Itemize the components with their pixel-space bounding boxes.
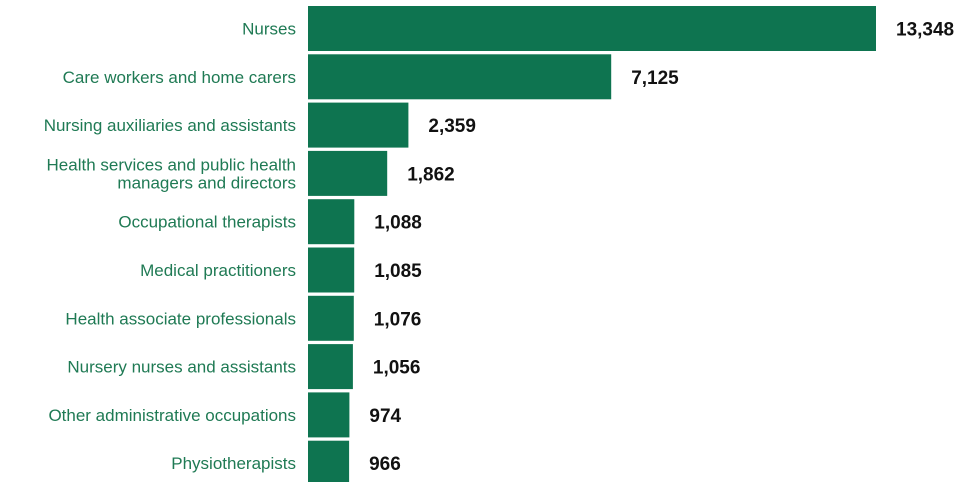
- category-label-line: Health services and public health: [47, 155, 296, 174]
- category-label: Care workers and home carers: [63, 68, 296, 87]
- category-label-line: Care workers and home carers: [63, 68, 296, 87]
- category-label: Nursing auxiliaries and assistants: [44, 116, 296, 135]
- category-label: Health services and public health manager…: [47, 155, 296, 192]
- category-label-line: Physiotherapists: [171, 454, 296, 473]
- category-label-line: Health associate professionals: [65, 309, 296, 328]
- category-label: Medical practitioners: [140, 261, 296, 280]
- category-label: Occupational therapists: [118, 213, 296, 232]
- category-label-line: Occupational therapists: [118, 213, 296, 232]
- bar-group: Physiotherapists 966: [171, 440, 401, 482]
- bar-group: Care workers and home carers 7,125: [63, 54, 679, 100]
- value-label: 1,862: [407, 164, 455, 185]
- value-label: 1,088: [374, 213, 422, 234]
- bar-group: Other administrative occupations 974: [48, 392, 402, 438]
- value-label: 966: [369, 454, 401, 475]
- value-label: 13,348: [896, 20, 954, 41]
- category-label-line: managers and directors: [117, 173, 296, 192]
- bar: [308, 54, 612, 100]
- value-label: 1,085: [374, 261, 422, 282]
- bar: [308, 150, 388, 196]
- category-label: Health associate professionals: [65, 309, 296, 328]
- bar-group: Nurses 13,348: [242, 6, 954, 51]
- bar: [308, 6, 876, 51]
- bar: [308, 247, 355, 293]
- bar: [308, 344, 353, 390]
- category-label-line: Nursing auxiliaries and assistants: [44, 116, 296, 135]
- value-label: 1,056: [373, 358, 421, 379]
- value-label: 7,125: [631, 68, 679, 89]
- category-label: Physiotherapists: [171, 454, 296, 473]
- value-label: 1,076: [374, 309, 422, 330]
- bar: [308, 295, 354, 341]
- bar-group: Health associate professionals 1,076: [65, 295, 422, 341]
- category-label-line: Other administrative occupations: [48, 406, 296, 425]
- category-label: Nursery nurses and assistants: [67, 358, 296, 377]
- category-label: Nurses: [242, 20, 296, 39]
- bar-group: Nursing auxiliaries and assistants 2,359: [44, 102, 476, 148]
- bar-group: Occupational therapists 1,088: [118, 199, 422, 245]
- bar: [308, 199, 355, 245]
- category-label: Other administrative occupations: [48, 406, 296, 425]
- bar: [308, 102, 409, 148]
- value-label: 974: [369, 406, 401, 427]
- bar-group: Nursery nurses and assistants 1,056: [67, 344, 421, 390]
- category-label-line: Nursery nurses and assistants: [67, 358, 296, 377]
- bar: [308, 392, 350, 438]
- bar-group: Health services and public health manager…: [47, 150, 455, 196]
- category-label-line: Nurses: [242, 20, 296, 39]
- value-label: 2,359: [428, 116, 476, 137]
- bar-group: Medical practitioners 1,085: [140, 247, 422, 293]
- category-label-line: Medical practitioners: [140, 261, 296, 280]
- bar: [308, 440, 350, 482]
